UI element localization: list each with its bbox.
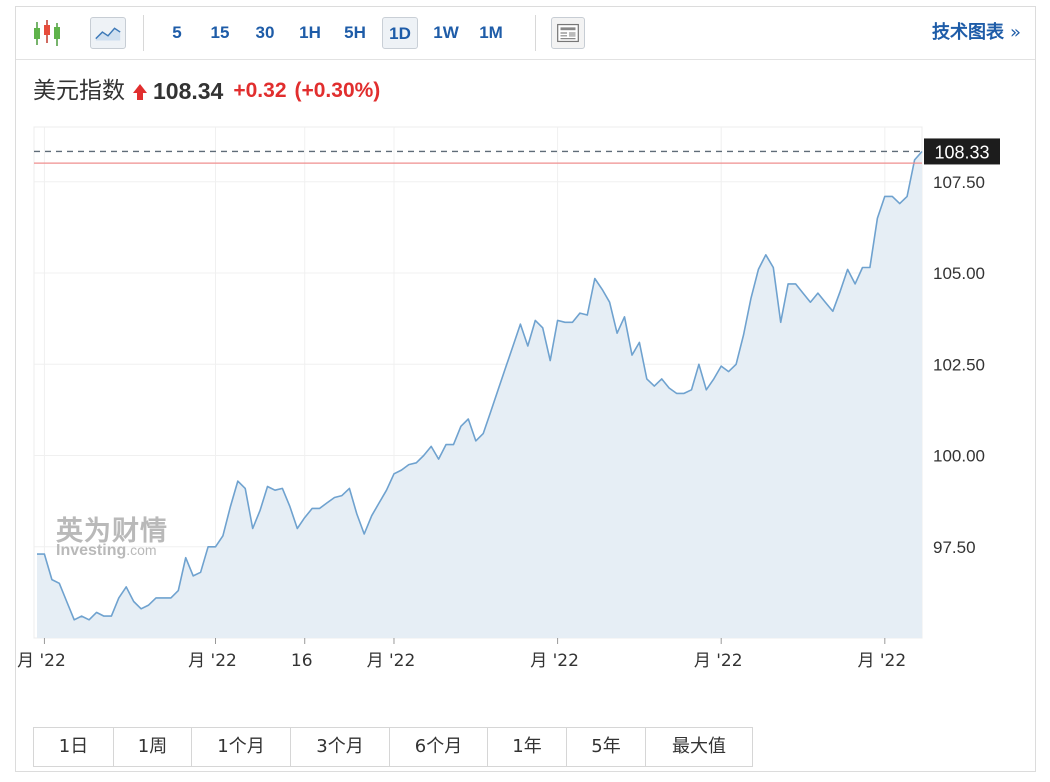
- range-1w[interactable]: 1周: [114, 728, 192, 766]
- interval-1d[interactable]: 1D: [382, 17, 418, 49]
- toolbar-separator: [143, 15, 144, 51]
- last-price-badge-label: 108.33: [934, 142, 989, 162]
- technical-chart-link[interactable]: 技术图表»: [932, 17, 1021, 49]
- x-tick-label: 月 '22: [530, 651, 579, 671]
- toolbar-separator: [535, 15, 536, 51]
- line-chart-icon[interactable]: [90, 17, 126, 49]
- price-change: +0.32: [233, 79, 287, 102]
- x-tick-label: 月 '22: [367, 651, 416, 671]
- range-5y[interactable]: 5年: [567, 728, 646, 766]
- y-tick-label: 107.50: [933, 173, 985, 192]
- chart-toolbar: 5 15 30 1H 5H 1D 1W 1M 技术图表»: [16, 7, 1035, 60]
- interval-1h[interactable]: 1H: [299, 23, 321, 42]
- quote-header: 美元指数 108.34 +0.32 (+0.30%): [33, 73, 380, 109]
- y-tick-label: 105.00: [933, 264, 985, 283]
- price-line: [37, 150, 923, 621]
- price-chart[interactable]: 97.50 100.00 102.50 105.00 107.50 月 '22 月 '22 1…: [16, 7, 1035, 707]
- interval-1w[interactable]: 1W: [433, 23, 459, 42]
- range-max[interactable]: 最大值: [672, 736, 726, 757]
- news-icon[interactable]: [551, 17, 585, 49]
- range-1m[interactable]: 1个月: [192, 728, 291, 766]
- x-tick-label: 月 '22: [17, 651, 66, 671]
- range-3m[interactable]: 3个月: [291, 728, 390, 766]
- last-price: 108.34: [153, 78, 224, 104]
- x-tick-label: 月 '22: [188, 651, 237, 671]
- instrument-name: 美元指数: [33, 78, 125, 104]
- candlestick-icon[interactable]: [29, 17, 65, 49]
- range-selector: 1日 1周 1个月 3个月 6个月 1年 5年 最大值: [33, 727, 753, 767]
- range-6m[interactable]: 6个月: [390, 728, 488, 766]
- range-1d[interactable]: 1日: [34, 728, 114, 766]
- interval-30[interactable]: 30: [255, 23, 275, 42]
- interval-1m[interactable]: 1M: [479, 23, 503, 42]
- technical-chart-label: 技术图表: [931, 22, 1004, 43]
- up-arrow-icon: [133, 83, 147, 100]
- double-chevron-right-icon: »: [1009, 22, 1021, 43]
- x-tick-label: 月 '22: [857, 651, 906, 671]
- interval-5h[interactable]: 5H: [344, 23, 366, 42]
- last-price-badge: [924, 138, 1000, 165]
- y-tick-label: 102.50: [933, 355, 985, 374]
- interval-5[interactable]: 5: [172, 23, 182, 42]
- x-tick-label: 16: [291, 651, 313, 671]
- chart-widget: 5 15 30 1H 5H 1D 1W 1M 技术图表» 美元指数 108.34 +…: [15, 6, 1036, 772]
- y-tick-label: 100.00: [933, 447, 985, 466]
- interval-15[interactable]: 15: [210, 23, 230, 42]
- y-tick-label: 97.50: [933, 538, 976, 557]
- x-tick-label: 月 '22: [694, 651, 743, 671]
- range-1y[interactable]: 1年: [488, 728, 567, 766]
- price-change-percent: (+0.30%): [294, 79, 381, 102]
